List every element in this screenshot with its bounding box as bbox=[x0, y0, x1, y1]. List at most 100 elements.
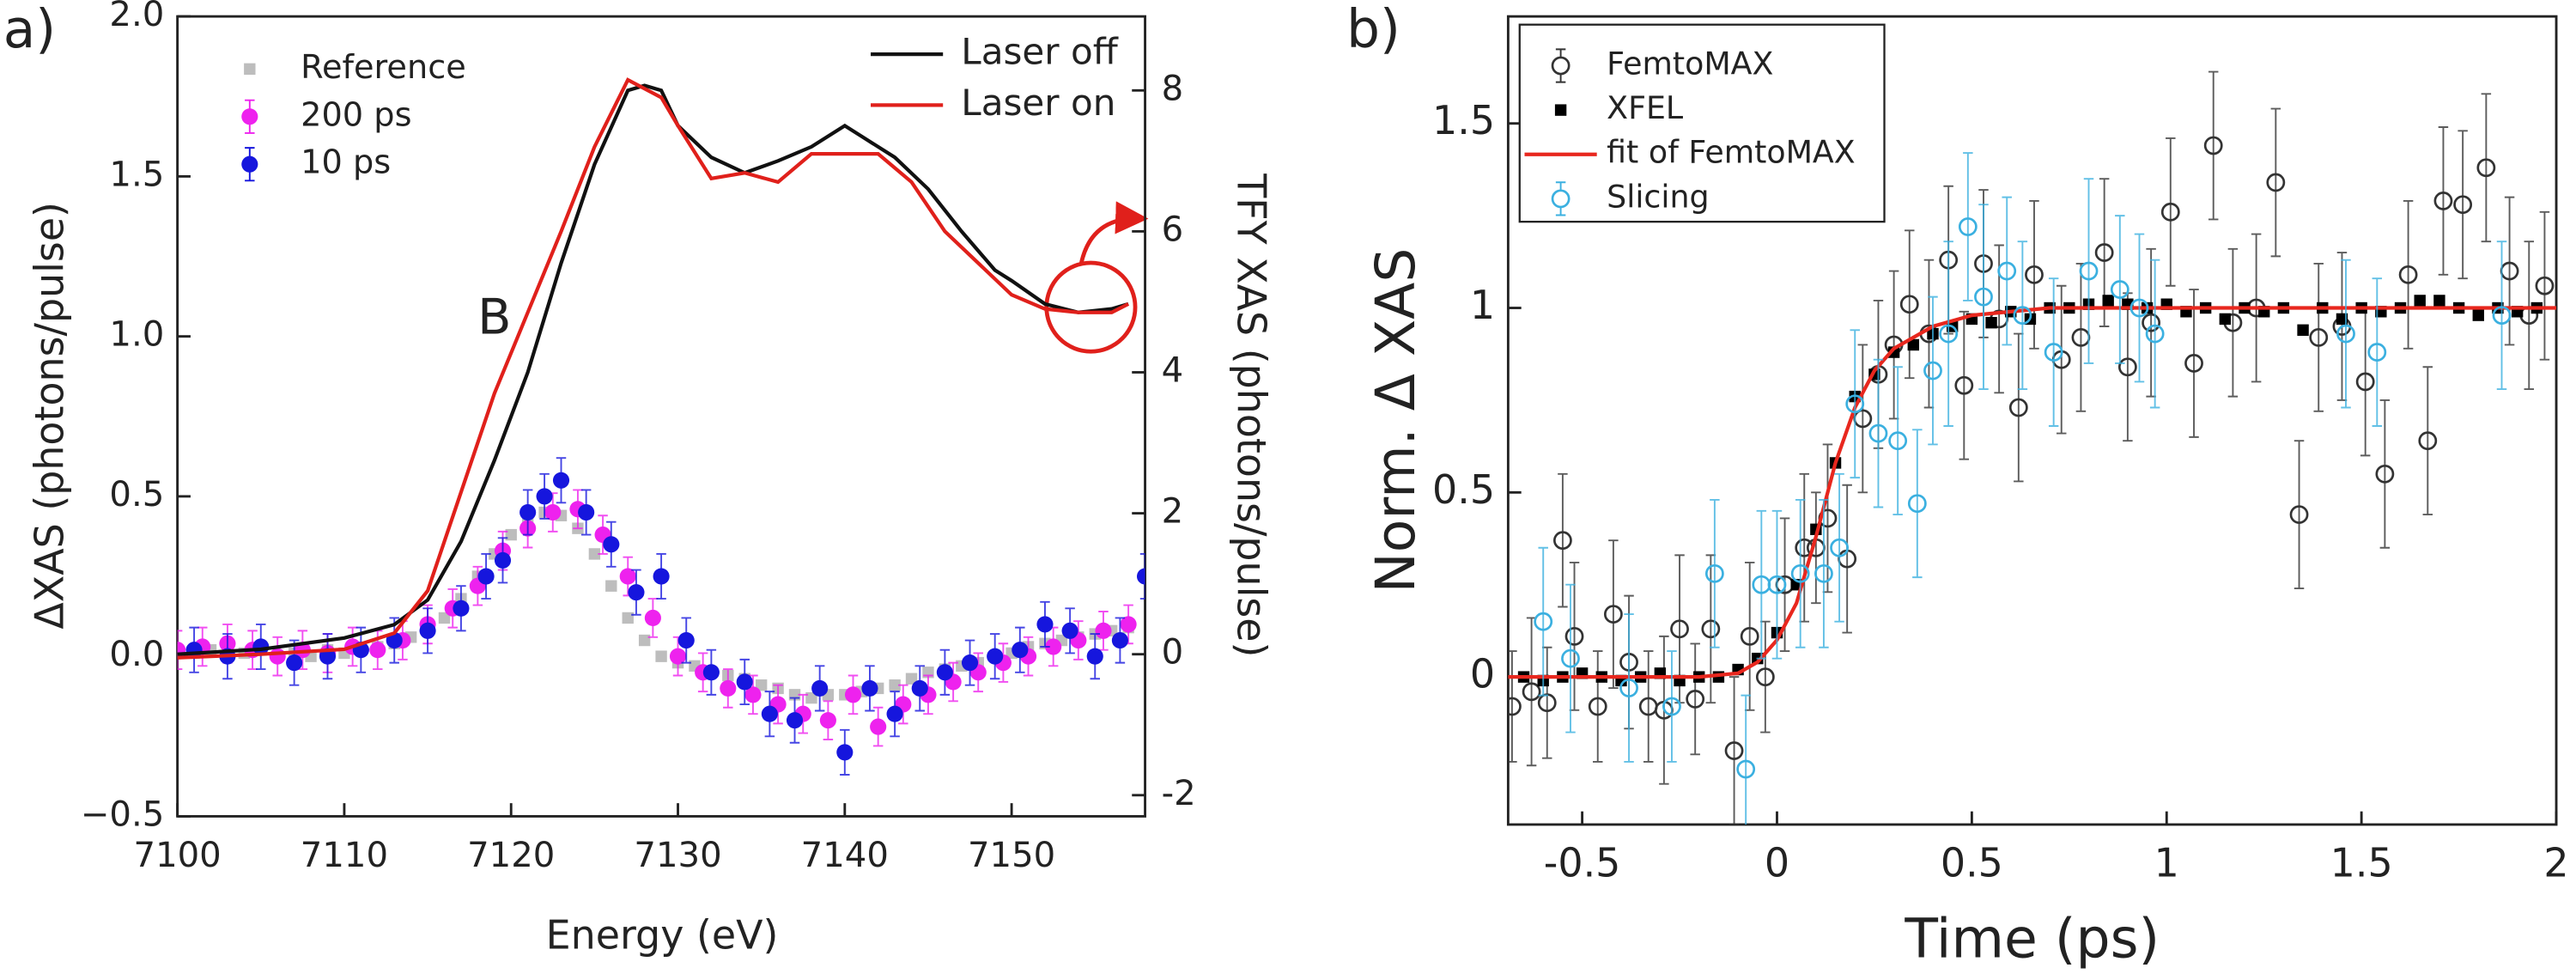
marker bbox=[669, 648, 687, 665]
marker bbox=[2414, 295, 2426, 307]
error-bar bbox=[1905, 229, 1915, 380]
marker bbox=[2492, 306, 2512, 326]
marker bbox=[2289, 505, 2309, 525]
series-line bbox=[177, 77, 1130, 660]
marker bbox=[1923, 361, 1942, 380]
legend-swatch bbox=[1551, 56, 1571, 76]
error-bar bbox=[2422, 366, 2433, 516]
legend-label: 10 ps bbox=[301, 143, 391, 182]
marker bbox=[2079, 261, 2099, 281]
marker bbox=[1136, 568, 1145, 585]
marker bbox=[911, 679, 928, 697]
x-tick-label: 7120 bbox=[467, 836, 555, 875]
marker bbox=[2145, 324, 2165, 344]
marker bbox=[477, 568, 495, 585]
x-tick-label: 7110 bbox=[301, 836, 388, 875]
x-axis-label: Time (ps) bbox=[1904, 907, 2160, 971]
x-axis-label: Energy (eV) bbox=[546, 911, 779, 958]
marker bbox=[755, 679, 768, 691]
marker bbox=[2219, 313, 2232, 326]
error-bar bbox=[1850, 329, 1860, 479]
error-bar bbox=[2360, 307, 2371, 457]
error-bar bbox=[2075, 263, 2087, 412]
error-bar bbox=[2208, 70, 2219, 221]
marker bbox=[1603, 605, 1623, 624]
marker bbox=[286, 654, 303, 672]
error-bar bbox=[1728, 676, 1740, 825]
marker bbox=[1958, 217, 1978, 236]
error-bar bbox=[2057, 284, 2067, 435]
x-tick-label: 0.5 bbox=[1941, 839, 2003, 886]
axis-arrow bbox=[1078, 201, 1149, 265]
x-tick-label: 7150 bbox=[968, 836, 1055, 875]
error-bar bbox=[1608, 539, 1619, 689]
error-bar bbox=[1811, 491, 1821, 605]
annotation: B bbox=[477, 289, 511, 346]
marker bbox=[588, 548, 601, 560]
marker bbox=[644, 609, 661, 627]
error-bar bbox=[2115, 215, 2125, 364]
legend-label: FemtoMAX bbox=[1607, 45, 1773, 82]
error-bar bbox=[1893, 366, 1903, 516]
x-tick-label: 1.5 bbox=[2330, 839, 2393, 886]
plot-frame bbox=[176, 15, 1146, 818]
y2-tick-label: -2 bbox=[1162, 774, 1196, 813]
marker bbox=[1868, 423, 1888, 443]
marker bbox=[786, 712, 804, 729]
marker bbox=[744, 686, 762, 703]
error-bar bbox=[2496, 240, 2507, 390]
marker bbox=[1899, 295, 1919, 314]
marker bbox=[1907, 338, 1920, 351]
legend-label: Laser on bbox=[961, 82, 1115, 124]
marker bbox=[1564, 626, 1584, 646]
panel-label: b) bbox=[1346, 0, 1400, 60]
marker bbox=[2355, 372, 2375, 392]
marker bbox=[552, 472, 570, 489]
error-bar bbox=[2048, 277, 2059, 427]
marker bbox=[1561, 648, 1580, 668]
marker bbox=[438, 612, 451, 624]
marker bbox=[2535, 276, 2555, 295]
highlight-circle bbox=[1044, 260, 1138, 354]
x-tick-label: 7130 bbox=[634, 836, 721, 875]
marker bbox=[1736, 759, 1756, 779]
error-bar bbox=[2481, 93, 2492, 243]
marker bbox=[2184, 354, 2203, 373]
error-bar bbox=[1834, 472, 1844, 623]
marker bbox=[1974, 287, 1993, 307]
error-bar bbox=[1756, 509, 1767, 660]
marker bbox=[2309, 327, 2329, 347]
marker bbox=[1888, 431, 1908, 451]
legend-swatch bbox=[241, 155, 258, 173]
marker bbox=[1553, 531, 1572, 551]
marker bbox=[1997, 261, 2017, 281]
marker bbox=[1662, 697, 1681, 716]
marker bbox=[2336, 313, 2348, 326]
marker bbox=[761, 705, 778, 722]
error-bar bbox=[2166, 137, 2176, 287]
marker bbox=[1755, 667, 1775, 687]
y-axis-label: ΔXAS (photons/pulse) bbox=[27, 202, 73, 630]
marker bbox=[1061, 622, 1078, 639]
marker bbox=[2398, 265, 2418, 284]
marker bbox=[1619, 679, 1638, 697]
y-tick-label: 1.0 bbox=[109, 315, 164, 355]
marker bbox=[870, 718, 887, 735]
marker bbox=[2013, 306, 2032, 326]
marker bbox=[720, 679, 737, 697]
legend-swatch bbox=[244, 63, 256, 76]
error-bar bbox=[2293, 440, 2305, 589]
marker bbox=[2008, 398, 2028, 417]
legend-label: fit of FemtoMAX bbox=[1607, 134, 1856, 171]
y-tick-label: 1.5 bbox=[1432, 97, 1495, 143]
marker bbox=[1907, 494, 1927, 514]
error-bar bbox=[2123, 292, 2133, 442]
error-bar bbox=[177, 630, 183, 671]
marker bbox=[1522, 682, 1541, 702]
marker bbox=[2142, 313, 2161, 332]
marker bbox=[905, 673, 918, 685]
error-bar bbox=[2227, 247, 2239, 398]
marker bbox=[677, 631, 695, 649]
